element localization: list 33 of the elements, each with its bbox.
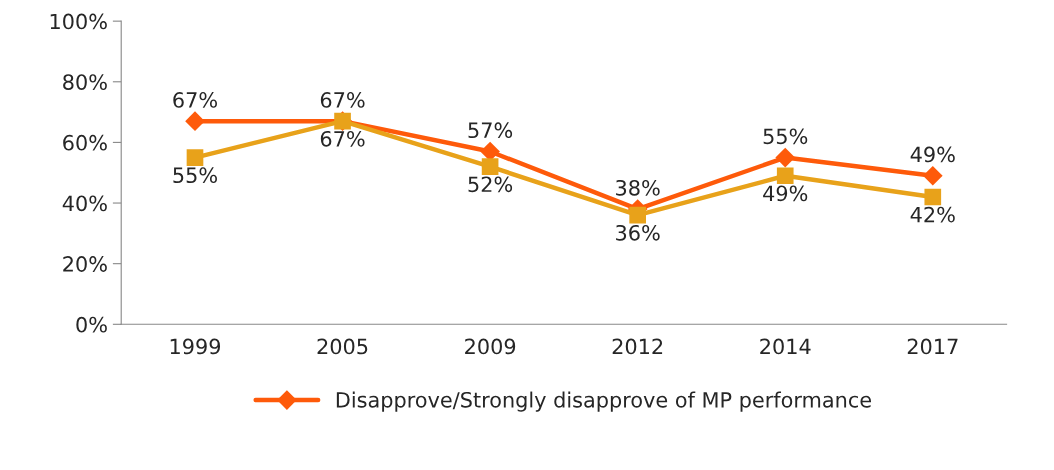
data-label: 38% [616, 179, 660, 196]
point [629, 206, 646, 224]
x-tick-label: 2005 [317, 338, 368, 355]
x-tick-label: 2014 [760, 338, 811, 355]
x-tick-label: 2009 [465, 338, 516, 355]
x-tick-label: 1999 [170, 338, 221, 355]
y-tick-label: 100% [50, 13, 107, 30]
data-label: 55% [763, 128, 808, 145]
data-label: 55% [173, 167, 217, 184]
data-label: 49% [763, 185, 808, 202]
y-tick-label: 40% [62, 195, 107, 212]
point [924, 188, 942, 206]
data-label: 67% [320, 130, 365, 147]
y-tick-label: 80% [63, 74, 107, 90]
point [922, 165, 943, 186]
y-tick-label: 60% [63, 134, 107, 151]
data-label: 49% [910, 146, 955, 163]
x-tick-label: 2017 [907, 338, 958, 355]
data-label: 57% [468, 122, 513, 139]
y-tick-label: 0% [76, 316, 107, 333]
y-tick-label: 20% [63, 256, 107, 272]
point [776, 167, 794, 185]
data-label: 42% [910, 206, 955, 223]
data-label: 67% [173, 92, 217, 108]
data-label: 52% [468, 176, 513, 193]
x-tick-label: 2012 [612, 338, 663, 355]
point [775, 147, 796, 168]
point [186, 149, 204, 166]
point [481, 158, 499, 175]
data-label: 67% [320, 92, 365, 108]
legend-label: Disapprove/Strongly disapprove of MP performance [336, 391, 871, 412]
data-label: 36% [616, 224, 660, 241]
point [185, 111, 205, 132]
